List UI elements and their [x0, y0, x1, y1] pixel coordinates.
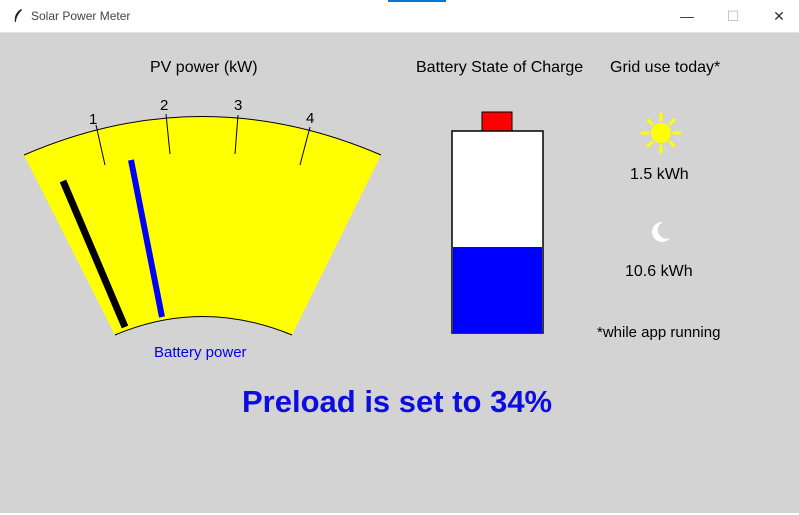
close-button[interactable]: ✕ [756, 0, 799, 32]
gauge-tick-4 [299, 126, 311, 166]
pv-power-gauge: 1 2 3 4 [23, 97, 382, 336]
sun-icon [640, 112, 682, 154]
battery-cap [481, 111, 513, 132]
gauge-tick-3 [234, 114, 239, 155]
gauge-tick-label-4: 4 [306, 110, 314, 127]
grid-day-value: 1.5 kWh [630, 166, 689, 183]
gauge-top-arc [23, 116, 382, 156]
title-bar: Solar Power Meter — ☐ ✕ [0, 0, 799, 33]
feather-icon [14, 9, 22, 22]
minimize-button[interactable]: — [664, 0, 710, 32]
gauge-tick-label-2: 2 [160, 97, 168, 114]
battery-indicator [451, 111, 544, 334]
battery-charge-fill [453, 247, 542, 333]
battery-power-needle [128, 159, 165, 318]
grid-night-value: 10.6 kWh [625, 263, 693, 280]
gauge-bottom-arc [114, 316, 293, 336]
grid-note: *while app running [597, 324, 721, 341]
gauge-tick-1 [95, 124, 106, 166]
pv-power-needle [59, 179, 129, 329]
window-title: Solar Power Meter [31, 9, 131, 23]
maximize-button[interactable]: ☐ [710, 0, 756, 32]
maximize-icon: ☐ [726, 7, 740, 24]
title-bar-accent [388, 0, 446, 2]
gauge-tick-2 [165, 113, 171, 155]
drawing-surface: 1 2 3 4 [23, 97, 682, 336]
minimize-icon: — [680, 8, 694, 24]
grid-use-title: Grid use today* [610, 59, 721, 76]
gauge-tick-label-1: 1 [89, 111, 97, 128]
gauge-face [24, 116, 381, 335]
battery-power-label: Battery power [154, 344, 247, 361]
moon-icon [652, 221, 670, 242]
app-canvas: 1 2 3 4 [0, 33, 799, 513]
battery-soc-title: Battery State of Charge [416, 59, 584, 76]
preload-status: Preload is set to 34% [242, 384, 553, 419]
gauge-tick-label-3: 3 [234, 97, 242, 114]
pv-power-title: PV power (kW) [150, 59, 258, 76]
close-icon: ✕ [773, 7, 785, 24]
